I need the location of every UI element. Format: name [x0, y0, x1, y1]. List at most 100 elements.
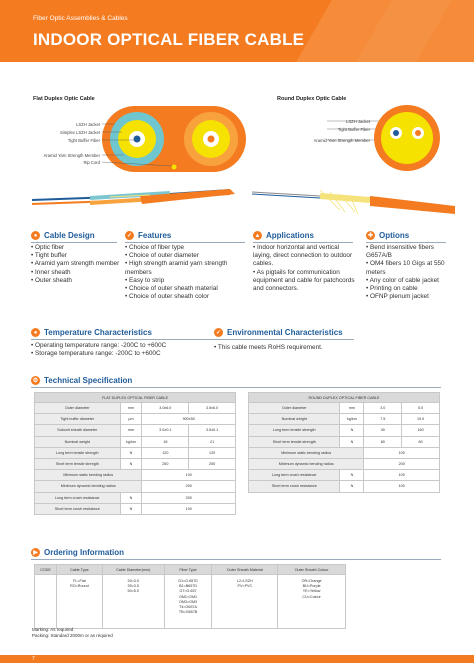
table-header: Cable Diameter(mm): [101, 564, 165, 575]
table-cell: N: [119, 446, 143, 459]
table-cell: Long term crush resistance: [247, 469, 341, 482]
table-cell: 120: [188, 446, 236, 459]
table-cell: 120: [141, 446, 190, 459]
table-cell: Short term tensile strength: [247, 435, 341, 448]
flat-label: Tight Buffer Fiber: [67, 138, 100, 143]
table-cell: 3.5x6.0: [188, 401, 236, 415]
cable-design-icon: ●: [31, 231, 40, 240]
list-item: Optic fiber: [31, 244, 121, 252]
ordering-table: CODE Cable Type Cable Diameter(mm) Fiber…: [34, 564, 346, 629]
flat-label: Aramid Yarn Strength Member: [43, 153, 100, 158]
table-cell: Long term crush resistance: [34, 491, 121, 504]
table-cell: N: [339, 424, 365, 437]
list-item: OM4 fibers 10 Gigs at 550 meters: [366, 260, 456, 276]
table-cell: 900±50: [141, 413, 236, 426]
divider: [31, 387, 441, 388]
features-title: Features: [138, 231, 172, 240]
technical-spec-heading: ⚙ Technical Specification: [31, 376, 132, 385]
marking-note: Marking: As required: [32, 627, 74, 632]
table-cell: Tight buffer diameter: [34, 413, 121, 426]
list-item: High strength aramid yarn strength membe…: [125, 260, 250, 276]
table-cell: N: [119, 502, 143, 515]
table-cell: Outer diameter: [34, 401, 121, 415]
table-cell: 100: [141, 502, 236, 515]
divider: [253, 242, 353, 243]
table-row: Long term tensile strength N 40 160: [247, 424, 440, 437]
list-item: Operating temperature range: -200C to +6…: [31, 342, 241, 350]
table-row: Short term crush resistance N 100: [247, 480, 440, 493]
list-item: Choice of outer diameter: [125, 252, 250, 260]
table-cell: 3.0: [363, 401, 403, 415]
applications-heading: ▲ Applications: [253, 231, 314, 240]
divider: [31, 242, 117, 243]
ordering-title: Ordering Information: [44, 548, 124, 557]
options-title: Options: [379, 231, 410, 240]
table-cell: 160: [401, 424, 440, 437]
applications-title: Applications: [266, 231, 315, 240]
table-row: Short term tensile strength N 250 250: [34, 457, 236, 471]
table-cell: 18: [141, 435, 190, 448]
list-item: OFNP plenum jacket: [366, 293, 456, 301]
environmental-title: Environmental Characteristics: [227, 328, 343, 337]
flat-cable-cross-section: [102, 106, 246, 172]
cart-icon: ▶: [31, 548, 40, 557]
table-row: Minimum dynamic bending radius 200: [247, 457, 440, 471]
table-cell: Outer diameter: [247, 401, 341, 415]
table-cell: 80: [363, 435, 403, 448]
table-cell: N: [339, 435, 365, 448]
table-cell: N: [119, 491, 143, 504]
flat-spec-table: FLAT DUPLEX OPTICAL FIBER CABLE Outer di…: [33, 392, 236, 515]
table-row: Long term crush resistance N 300: [34, 491, 236, 504]
list-item: This cable meets RoHS requirement.: [214, 344, 414, 352]
table-cell: mm: [119, 424, 143, 437]
table-cell: 250: [188, 457, 236, 471]
table-cell: Minimum dynamic bending radius: [33, 480, 143, 493]
table-row: Minimum static bending radius 100: [247, 446, 440, 459]
footer-bar: [0, 655, 474, 663]
table-row: FL=Flat RO=Round 30=3.0 35=3.5 50=5.0 G1…: [34, 574, 346, 629]
table-cell: 80: [401, 435, 440, 448]
divider: [125, 242, 245, 243]
list-item: Bend insensitive fibers G657A/B: [366, 244, 456, 260]
temperature-heading: ● Temperature Characteristics: [31, 328, 152, 337]
table-cell: 100: [141, 469, 236, 482]
list-item: Choice of fiber type: [125, 244, 250, 252]
table-row: Short term crush resistance N 100: [34, 502, 236, 515]
leaf-icon: ✓: [214, 328, 223, 337]
cable-design-heading: ● Cable Design: [31, 231, 95, 240]
list-item: Inner sheath: [31, 269, 121, 277]
table-cell: Subunit sheath diameter: [34, 424, 121, 437]
table-cell: 100: [363, 480, 440, 493]
page-number: 7: [32, 656, 35, 662]
applications-list: Indoor horizontal and vertical laying, d…: [253, 244, 358, 293]
divider: [31, 559, 441, 560]
table-cell: mm: [339, 401, 365, 415]
list-item: Aramid yarn strength member: [31, 260, 121, 268]
list-item: Any color of cable jacket: [366, 277, 456, 285]
flat-cable-caption: Flat Duplex Optic Cable: [33, 96, 95, 102]
table-cell: OR=Orange BU=Purple YE=Yellow CU=Colour: [277, 574, 346, 629]
table-cell: kg/km: [119, 435, 143, 448]
table-cell: 100: [363, 469, 440, 482]
table-row: Minimum static bending radius 100: [33, 469, 236, 482]
table-cell: [34, 574, 57, 629]
table-cell: kg/km: [339, 413, 365, 426]
list-item: Choice of outer sheath material: [125, 285, 250, 293]
list-item: Indoor horizontal and vertical laying, d…: [253, 244, 358, 269]
table-cell: 40: [363, 424, 403, 437]
flat-spec-caption: FLAT DUPLEX OPTICAL FIBER CABLE: [34, 392, 236, 403]
technical-spec-title: Technical Specification: [44, 376, 133, 385]
table-cell: Long term tensile strength: [34, 446, 121, 459]
table-row: Tight buffer diameter µm 900±50: [34, 413, 236, 426]
table-cell: N: [339, 480, 365, 493]
table-cell: 21: [188, 435, 236, 448]
table-row: Outer diameter mm 3.0 5.0: [247, 401, 440, 415]
table-cell: 3.0±0.1: [141, 424, 190, 437]
table-cell: 5.0: [401, 401, 440, 415]
table-cell: Nominal weight: [247, 413, 341, 426]
divider: [31, 339, 221, 340]
table-cell: Short term tensile strength: [34, 457, 121, 471]
table-cell: G1=G.657D B1=B657D G7=G.657 OM1=OM1 OM3=…: [163, 574, 213, 629]
round-spec-caption: ROUND DUPLEX OPTICAL FIBER CABLE: [248, 392, 440, 403]
features-heading: ✓ Features: [125, 231, 171, 240]
